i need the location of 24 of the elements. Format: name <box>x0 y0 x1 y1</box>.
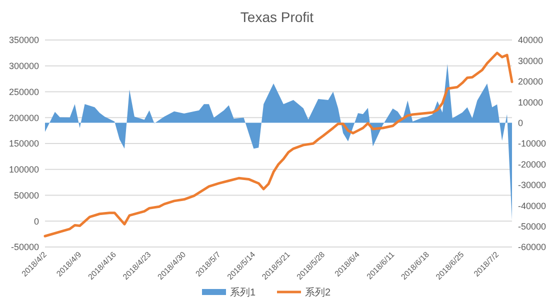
y-tick-label: 250000 <box>8 86 39 97</box>
y2-tick-label: 0 <box>518 118 524 128</box>
y-tick-label: 0 <box>34 216 39 226</box>
y-tick-label: 200000 <box>8 112 39 123</box>
y-tick-label: 300000 <box>8 61 39 72</box>
y-tick-label: -50000 <box>10 242 39 252</box>
y-tick-label: 150000 <box>8 138 39 149</box>
y2-tick-label: 20000 <box>518 76 544 87</box>
y2-tick-label: 40000 <box>518 35 544 46</box>
y2-tick-label: -60000 <box>518 242 546 252</box>
line-series <box>44 52 514 238</box>
y2-tick-label: -20000 <box>518 159 546 170</box>
y2-tick-label: -30000 <box>518 180 546 190</box>
y-tick-label: 50000 <box>14 190 39 200</box>
chart-title: Texas Profit <box>240 9 314 25</box>
y2-tick-label: -10000 <box>518 138 546 149</box>
y2-tick-label: 10000 <box>518 97 544 108</box>
y2-tick-label: 30000 <box>518 56 544 66</box>
y-tick-label: 350000 <box>8 35 39 46</box>
y-tick-label: 100000 <box>8 164 39 175</box>
y2-tick-label: -50000 <box>518 221 546 232</box>
legend-label: 系列1 <box>230 286 256 298</box>
y2-tick-label: -40000 <box>518 200 546 211</box>
legend-label: 系列2 <box>305 286 331 298</box>
